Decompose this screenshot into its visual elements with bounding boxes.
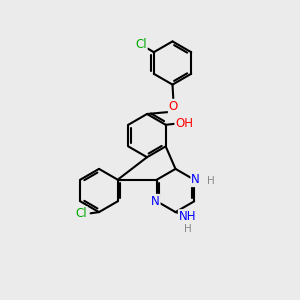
Text: OH: OH [175,117,193,130]
Text: H: H [184,224,191,234]
Text: H: H [207,176,214,186]
Text: O: O [169,100,178,113]
Text: NH: NH [179,210,196,223]
Text: N: N [191,173,200,186]
Text: Cl: Cl [135,38,147,52]
Text: Cl: Cl [75,207,87,220]
Text: N: N [151,195,160,208]
